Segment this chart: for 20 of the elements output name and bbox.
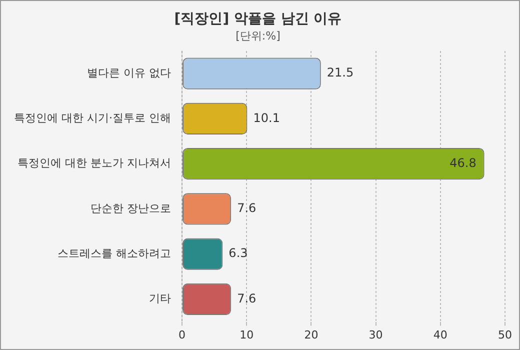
data-label: 46.8 (450, 156, 476, 170)
data-label: 7.6 (237, 201, 256, 216)
y-tick-label: 단순한 장난으로 (90, 202, 171, 215)
x-tick-label: 50 (498, 328, 512, 342)
y-tick-label: 스트레스를 해소하려고 (57, 246, 171, 260)
x-tick-label: 30 (368, 328, 383, 342)
x-tick-label: 10 (240, 328, 254, 342)
x-tick-label: 20 (304, 328, 318, 342)
y-tick-label: 기타 (148, 292, 171, 306)
data-label: 21.5 (326, 66, 354, 80)
x-tick-label: 40 (433, 328, 448, 342)
chart-subtitle: [단위:%] (236, 29, 280, 42)
data-label: 10.1 (253, 110, 280, 125)
x-tick-label: 0 (178, 328, 186, 342)
chart-title: [직장인] 악플을 남긴 이유 (174, 11, 342, 28)
data-label: 6.3 (228, 246, 248, 260)
data-label: 7.6 (237, 291, 256, 306)
y-tick-label: 특정인에 대한 분노가 지나쳐서 (17, 156, 171, 170)
y-tick-label: 특정인에 대한 시기·질투로 인해 (14, 112, 171, 125)
y-tick-label: 별다른 이유 없다 (86, 66, 171, 80)
